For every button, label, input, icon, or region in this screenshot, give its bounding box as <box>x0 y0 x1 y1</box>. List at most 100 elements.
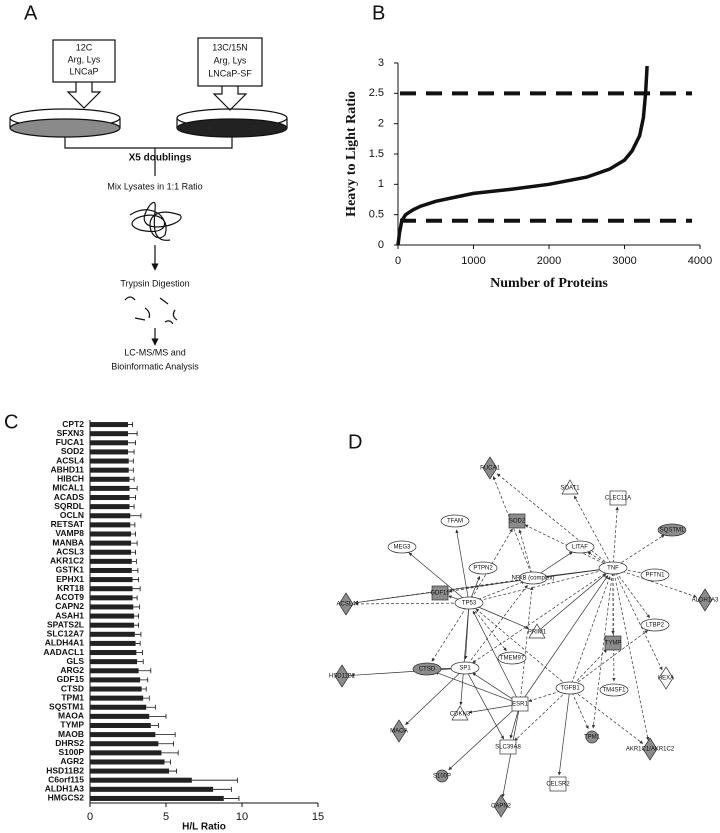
edge <box>472 610 521 705</box>
label: 12C <box>76 42 93 52</box>
error-bar <box>132 595 138 601</box>
edge <box>612 534 665 569</box>
node <box>508 513 526 529</box>
edge <box>569 576 611 689</box>
error-bar <box>134 622 140 628</box>
edge <box>519 586 534 705</box>
label: 13C/15N <box>212 42 248 52</box>
y-tick-label: 0 <box>378 239 384 251</box>
error-bar <box>131 540 138 546</box>
y-axis-title: Heavy to Light Ratio <box>344 91 359 217</box>
node <box>454 596 484 610</box>
x-tick-label: 3000 <box>612 255 636 267</box>
node <box>585 730 599 744</box>
node <box>657 523 687 537</box>
node <box>468 561 498 575</box>
data-line <box>396 65 649 246</box>
edge <box>405 667 466 726</box>
node-label: SOD2 <box>509 519 526 525</box>
edge <box>464 584 528 669</box>
y-tick-label: ASAH1 <box>55 610 84 620</box>
edge <box>569 649 608 689</box>
error-bar <box>149 713 167 719</box>
node-label: SOAT1 <box>560 486 580 492</box>
y-tick-label: ALDH4A1 <box>45 638 84 648</box>
error-bar <box>129 504 135 510</box>
error-bar <box>128 431 138 437</box>
label: Arg, Lys <box>68 54 101 64</box>
node <box>435 769 449 783</box>
error-bar <box>141 686 147 692</box>
tangle <box>129 201 182 241</box>
y-tick-label: MANBA <box>52 537 84 547</box>
dish <box>176 118 288 138</box>
error-bar <box>128 458 134 464</box>
edge <box>464 667 505 740</box>
y-tick-label: 1 <box>378 178 384 190</box>
error-bar <box>133 604 140 610</box>
label: Arg, Lys <box>214 55 247 65</box>
y-tick-label: CTSD <box>61 683 84 693</box>
y-tick-label: C6orf115 <box>48 774 84 784</box>
bar <box>90 686 142 692</box>
node-label: PRIM1 <box>528 630 547 636</box>
bar <box>90 531 132 537</box>
bar <box>90 549 132 555</box>
node <box>640 568 670 582</box>
bar <box>90 777 192 783</box>
bar <box>90 722 151 728</box>
bar <box>90 640 136 646</box>
edge <box>514 687 571 742</box>
bar <box>90 795 224 801</box>
panel-label: B <box>372 2 385 24</box>
node <box>511 696 529 712</box>
error-bar <box>164 759 171 765</box>
node-label: TM4SF1 <box>602 688 626 694</box>
node-label: GDF15 <box>430 591 450 597</box>
node <box>599 683 629 697</box>
node <box>549 776 567 792</box>
node <box>499 739 517 755</box>
bar <box>90 558 132 564</box>
edge <box>612 567 650 619</box>
bar <box>90 476 130 482</box>
bar <box>90 595 133 601</box>
node-label: SQSTM1 <box>660 528 685 534</box>
node-label: AKR1C1/AKR1C2 <box>626 747 675 753</box>
y-tick-label: ARG2 <box>60 665 84 675</box>
edge <box>350 667 466 677</box>
node <box>642 737 658 761</box>
node <box>598 561 628 575</box>
error-bar <box>134 613 140 619</box>
node <box>391 719 407 743</box>
node <box>697 588 713 612</box>
y-tick-label: TYMP <box>60 720 84 730</box>
error-bar <box>213 786 232 792</box>
error-bar <box>155 732 176 738</box>
node <box>555 681 585 695</box>
node-label: ACSL4 <box>336 602 356 608</box>
workflow <box>9 37 288 346</box>
y-tick-label: SFXN3 <box>57 428 85 438</box>
error-bar <box>128 422 133 428</box>
node <box>431 585 449 601</box>
bar <box>90 513 131 519</box>
node <box>528 623 546 639</box>
bar <box>90 695 144 701</box>
dish <box>9 118 121 138</box>
node <box>565 540 595 554</box>
y-tick-label: AADACL1 <box>43 647 84 657</box>
bar <box>90 458 129 464</box>
edge <box>431 602 470 662</box>
y-tick-label: GDF15 <box>57 674 85 684</box>
edge <box>519 575 609 705</box>
node <box>493 794 509 818</box>
y-tick-label: 0.5 <box>369 209 384 221</box>
y-tick-label: HIBCH <box>57 474 84 484</box>
edge <box>354 602 470 606</box>
bar <box>90 759 165 765</box>
bar <box>90 659 138 665</box>
edge <box>468 703 521 714</box>
y-tick-label: ACOT9 <box>55 592 84 602</box>
x-tick-label: 1000 <box>461 255 485 267</box>
